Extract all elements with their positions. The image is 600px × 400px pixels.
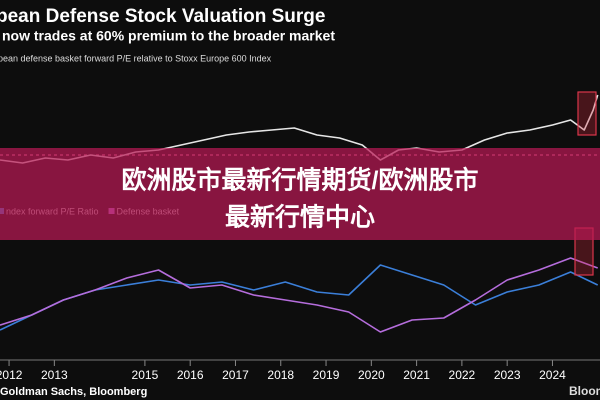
chart-caption: pean defense basket forward P/E relative… xyxy=(0,53,272,63)
chart-subtitle: now trades at 60% premium to the broader… xyxy=(2,28,335,44)
x-axis: 2012 2013 2015 2016 2017 2018 2019 2020 2021 2022… xyxy=(0,360,566,382)
x-tick-label: 2013 xyxy=(41,368,68,382)
x-tick-label: 2016 xyxy=(177,368,204,382)
x-tick-label: 2024 xyxy=(539,368,566,382)
x-tick-label: 2018 xyxy=(267,368,294,382)
banner-text: 最新行情中心 xyxy=(225,203,375,232)
series-line xyxy=(0,257,598,333)
x-tick-label: 2021 xyxy=(403,368,430,382)
highlight-box xyxy=(577,91,597,136)
x-tick-label: 2015 xyxy=(132,368,159,382)
x-tick-label: 2017 xyxy=(222,368,249,382)
bottom-plot xyxy=(0,257,599,333)
banner xyxy=(0,148,600,240)
banner-text: 欧洲股市最新行情期货/欧洲股市 xyxy=(122,166,479,195)
chart-title: pean Defense Stock Valuation Surge xyxy=(0,6,325,27)
x-tick-label: 2022 xyxy=(449,368,476,382)
x-tick-label: 2019 xyxy=(313,368,340,382)
x-tick-label: 2012 xyxy=(0,368,23,382)
series-line xyxy=(0,264,599,331)
source: Goldman Sachs, Bloomberg xyxy=(0,386,147,398)
x-tick-label: 2023 xyxy=(494,368,521,382)
logo: Bloom xyxy=(569,384,600,398)
x-tick-label: 2020 xyxy=(358,368,385,382)
